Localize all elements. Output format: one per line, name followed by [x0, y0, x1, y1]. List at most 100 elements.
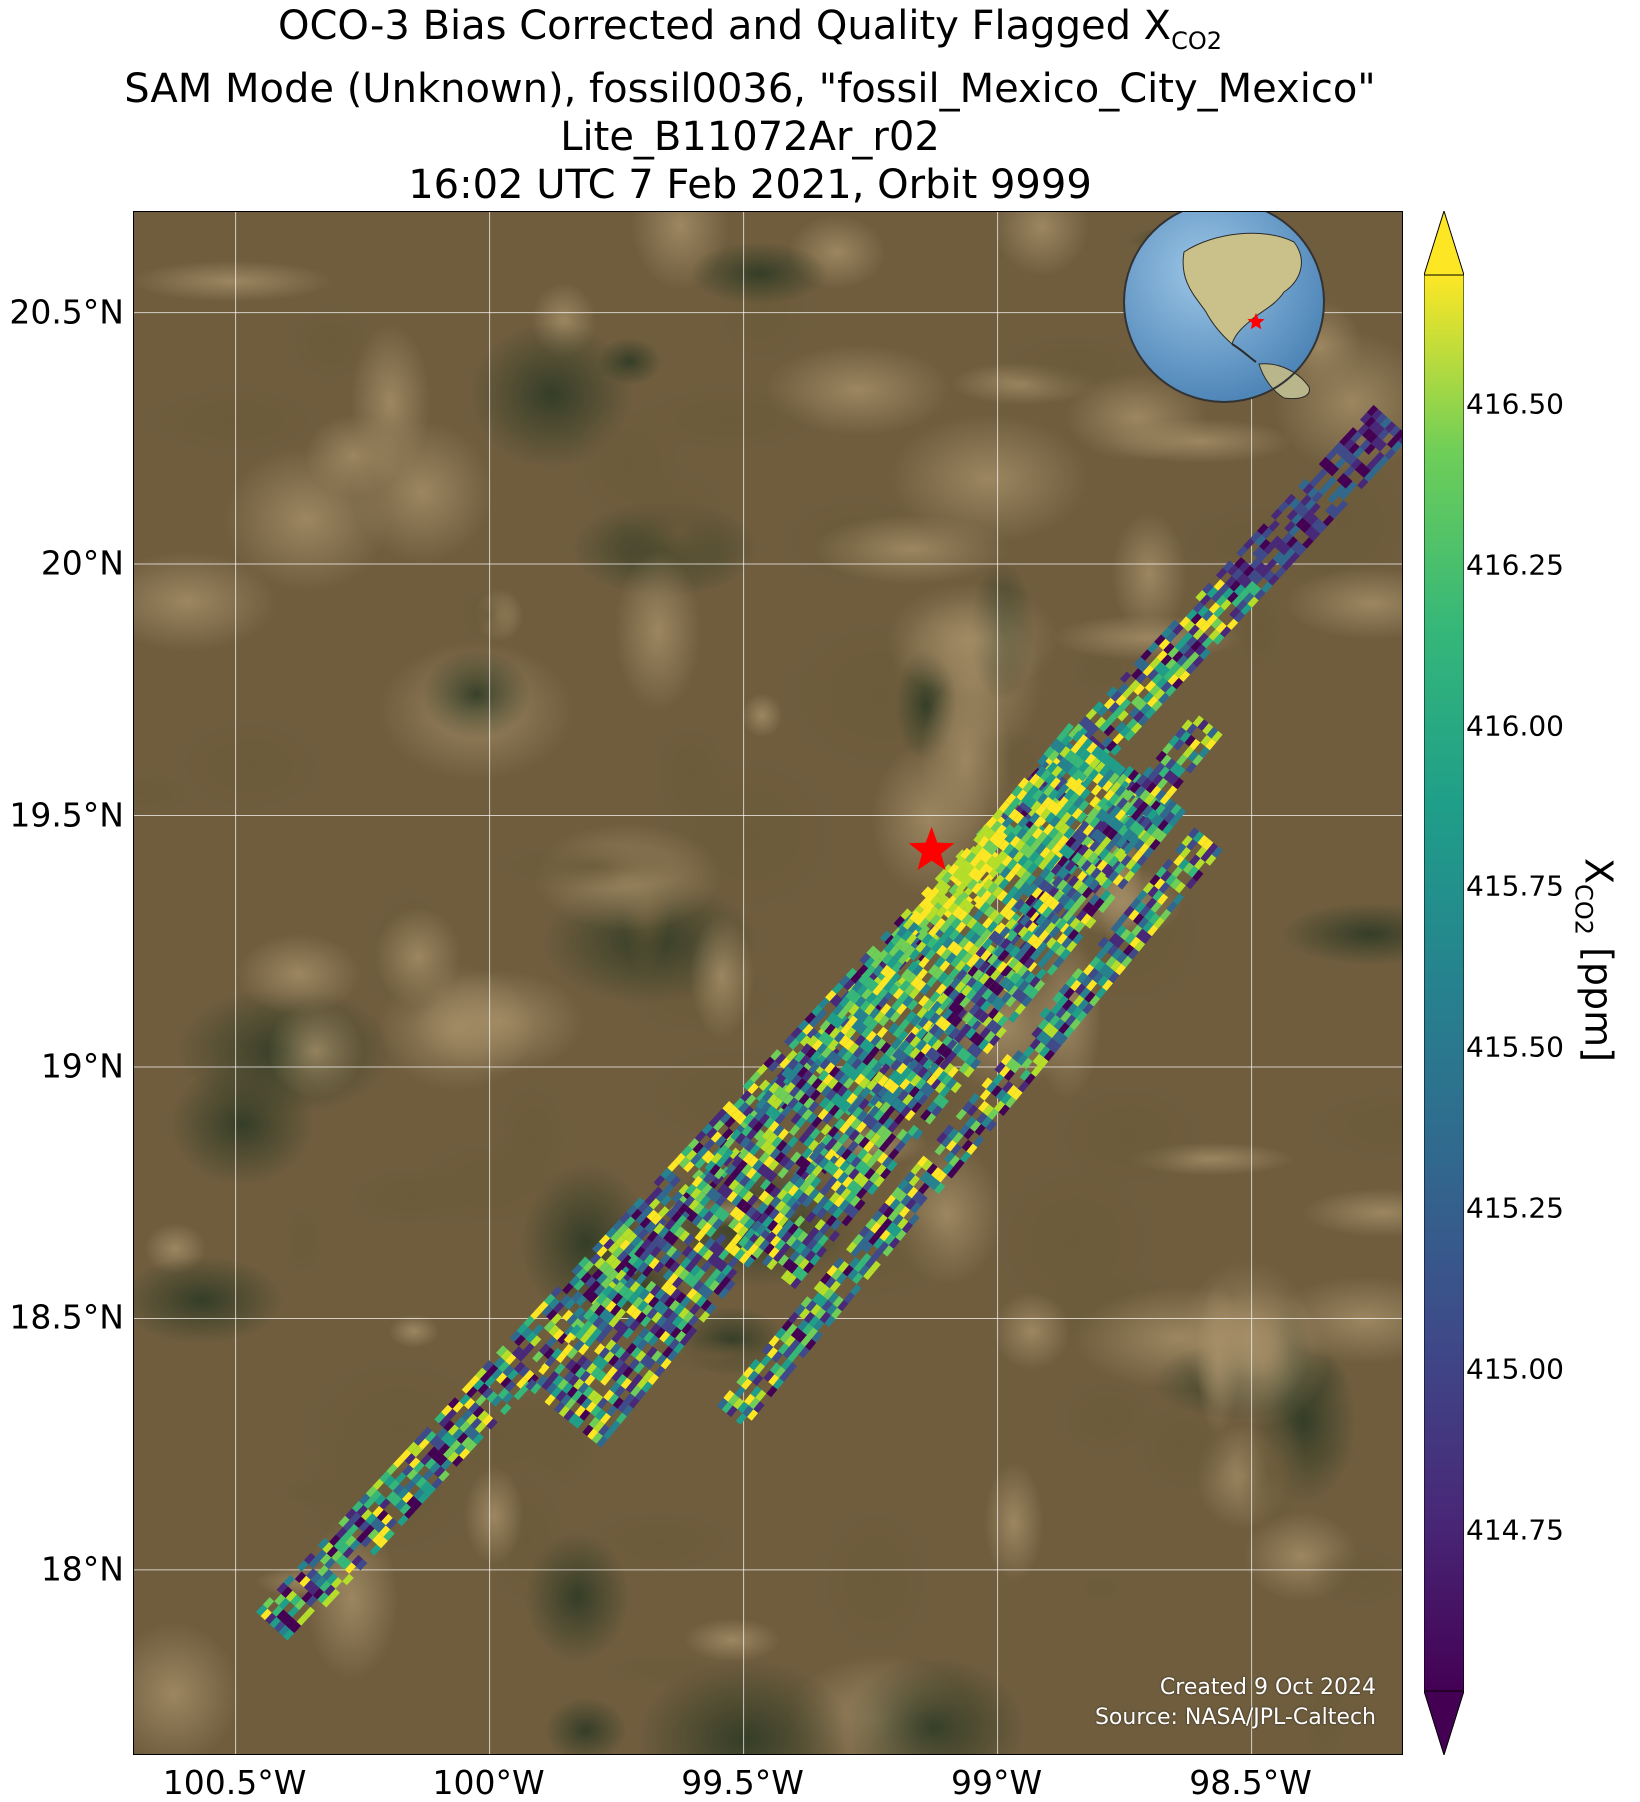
sounding-cell [1019, 914, 1031, 927]
sounding-cell [1267, 574, 1280, 586]
sounding-cell [555, 1390, 567, 1402]
sounding-cell [1011, 987, 1023, 1000]
sounding-cell [635, 1212, 647, 1225]
sounding-cell [646, 1209, 658, 1221]
sounding-cell [918, 956, 930, 969]
sounding-cell [760, 1178, 772, 1191]
sounding-cell [482, 1360, 494, 1372]
sounding-cell [518, 1365, 530, 1378]
sounding-cell [775, 1200, 787, 1212]
sounding-cell [1159, 807, 1171, 820]
sounding-cell [867, 1183, 879, 1196]
sounding-cell [1043, 746, 1055, 758]
sounding-cell [721, 1187, 733, 1199]
sounding-cell [855, 1061, 868, 1074]
sounding-cell [1046, 800, 1058, 812]
sounding-cell [851, 980, 863, 993]
terrain-patch [170, 1062, 314, 1185]
sounding-cell [891, 999, 903, 1011]
sounding-cell [477, 1383, 489, 1395]
sounding-cell [795, 1331, 807, 1343]
sounding-cell [1112, 733, 1124, 745]
sounding-cell [832, 1207, 844, 1219]
sounding-cell [1005, 918, 1017, 930]
sounding-cell [942, 975, 954, 988]
sounding-cell [921, 886, 933, 898]
sounding-cell [618, 1285, 630, 1297]
sounding-cell [741, 1163, 753, 1176]
sounding-cell [1334, 457, 1346, 469]
sounding-cell [973, 1007, 985, 1020]
sounding-cell [994, 922, 1006, 934]
sounding-cell [963, 1065, 975, 1078]
sounding-cell [649, 1284, 661, 1297]
terrain-patch [1235, 1411, 1307, 1535]
sounding-cell [917, 1155, 929, 1168]
sounding-cell [1016, 991, 1028, 1004]
sounding-cell [482, 1387, 494, 1399]
sounding-cell [901, 1132, 913, 1145]
sounding-cell [502, 1392, 514, 1404]
sounding-cell [790, 1112, 802, 1125]
sounding-cell [603, 1428, 615, 1440]
sounding-cell [779, 1204, 791, 1216]
sounding-cell [644, 1220, 656, 1233]
sounding-cell [887, 1210, 899, 1222]
sounding-cell [734, 1210, 746, 1222]
terrain-patch [464, 1466, 524, 1565]
sounding-cell [692, 1142, 704, 1154]
sounding-cell [799, 1180, 811, 1193]
sounding-cell [1007, 984, 1019, 996]
sounding-cell [900, 968, 913, 980]
sounding-cell [959, 996, 971, 1008]
sounding-cell [847, 1102, 859, 1115]
sounding-cell [812, 1292, 824, 1304]
sounding-cell [930, 894, 942, 906]
sounding-cell [816, 1081, 828, 1094]
sounding-cell [883, 1105, 895, 1118]
sounding-cell [854, 1034, 866, 1047]
map-canvas[interactable] [134, 212, 1403, 1755]
sounding-cell [948, 1000, 960, 1012]
sounding-cell [756, 1091, 768, 1103]
sounding-cell [1263, 543, 1275, 555]
sounding-cell [1095, 749, 1107, 762]
map-panel[interactable]: Created 9 Oct 2024 Source: NASA/JPL-Calt… [133, 211, 1403, 1755]
sounding-cell [889, 972, 901, 984]
sounding-cell [1190, 640, 1202, 652]
sounding-cell [903, 1043, 915, 1056]
sounding-cell [449, 1439, 462, 1452]
sounding-cell [658, 1226, 670, 1239]
sounding-cell [1123, 944, 1135, 956]
sounding-cell [954, 980, 966, 993]
sounding-cell [486, 1418, 498, 1430]
sounding-cell [1000, 991, 1012, 1004]
sounding-cell [1142, 882, 1154, 894]
sounding-cell [1098, 901, 1110, 914]
sounding-cell [1003, 843, 1015, 855]
sounding-cell [1352, 446, 1365, 459]
sounding-cell [984, 828, 996, 840]
sounding-cell [675, 1292, 687, 1304]
sounding-cell [410, 1499, 423, 1512]
sounding-cell [530, 1335, 542, 1347]
sounding-cell [891, 1186, 903, 1199]
map-title: OCO-3 Bias Corrected and Quality Flagged… [0, 2, 1500, 209]
sounding-cell [792, 1101, 804, 1113]
sounding-cell [1103, 789, 1115, 801]
sounding-cell [692, 1169, 704, 1181]
sounding-cell [692, 1280, 704, 1292]
sounding-cell [747, 1155, 759, 1168]
sounding-cell [863, 1268, 875, 1281]
sounding-cell [634, 1246, 646, 1258]
sounding-cell [1075, 784, 1087, 797]
sounding-cell [928, 1062, 940, 1075]
sounding-cell [947, 940, 959, 953]
sounding-cell [784, 1034, 796, 1046]
sounding-cell [625, 1342, 637, 1355]
sounding-cell [986, 920, 998, 933]
sounding-cell [928, 1012, 941, 1024]
sounding-cell [702, 1287, 714, 1300]
colorbar-max-extend [1424, 211, 1464, 276]
sounding-cell [1284, 493, 1296, 506]
